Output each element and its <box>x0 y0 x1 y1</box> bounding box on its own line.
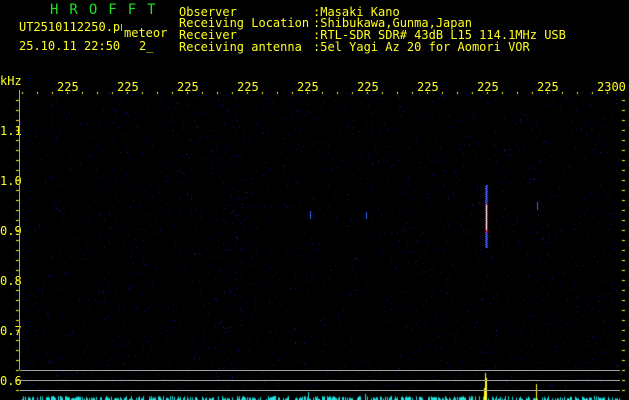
unit-label: kHz <box>0 74 22 88</box>
count: 2_ <box>139 39 154 53</box>
observer-value: :Masaki Kano <box>313 5 400 19</box>
time-label: 0.9 <box>0 224 22 238</box>
freq-label: 2253 <box>177 80 199 94</box>
antenna-label: Receiving antenna <box>179 40 302 54</box>
time-label: 0.6 <box>0 374 22 388</box>
freq-label: 2300 <box>597 80 626 94</box>
observer-label: Observer <box>179 5 237 19</box>
location-value: :Shibukawa,Gunma,Japan <box>313 16 472 30</box>
mode-label: meteor <box>124 26 168 40</box>
freq-label: 2259 <box>537 80 559 94</box>
antenna-value: :5el Yagi Az 20 for Aomori VOR <box>313 40 530 54</box>
filename: UT2510112250.png <box>19 21 122 33</box>
spectrum-grid-line <box>20 380 620 381</box>
location-label: Receiving Location <box>179 16 310 30</box>
app-title: HROFFT <box>50 2 167 18</box>
freq-label: 2254 <box>237 80 259 94</box>
left-axis-line <box>19 90 20 370</box>
spectrum-grid-line <box>20 370 620 371</box>
time-label: 0.8 <box>0 274 22 288</box>
freq-label: 2257 <box>417 80 439 94</box>
freq-label: 2258 <box>477 80 499 94</box>
freq-label: 2256 <box>357 80 379 94</box>
time-label: 1.1 <box>0 124 22 138</box>
freq-label: 2255 <box>297 80 319 94</box>
time-label: 1.0 <box>0 174 22 188</box>
datetime: 25.10.11 22:50 <box>19 39 121 53</box>
freq-label: 2251 <box>57 80 79 94</box>
time-label: 0.7 <box>0 324 22 338</box>
spectrum-grid-line <box>20 390 620 391</box>
receiver-label: Receiver <box>179 28 237 42</box>
receiver-value: :RTL-SDR SDR# 43dB L15 114.1MHz USB <box>313 28 566 42</box>
